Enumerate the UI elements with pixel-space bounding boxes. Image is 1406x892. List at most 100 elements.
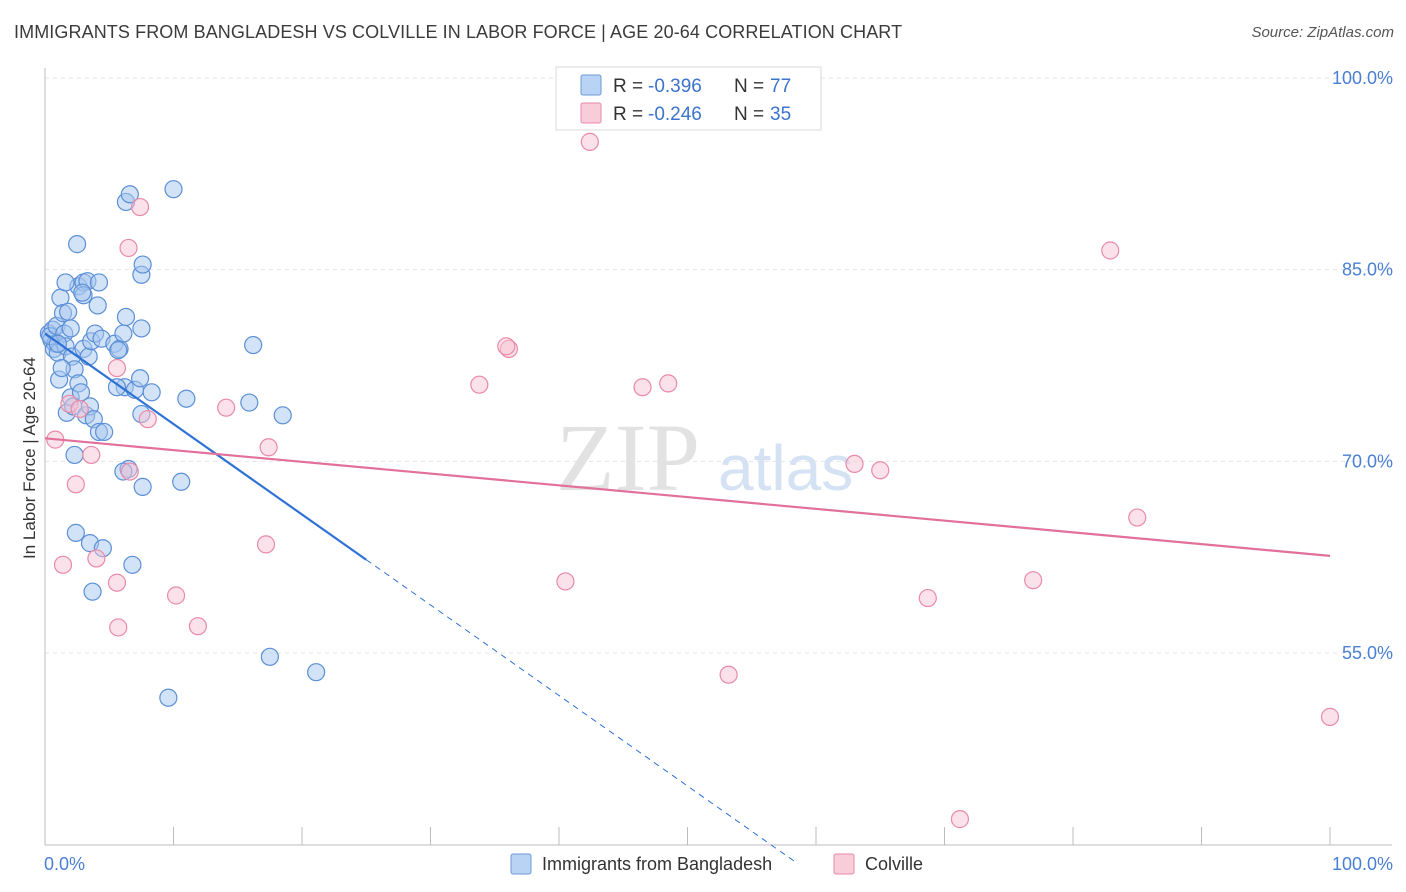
point-colville xyxy=(70,399,89,419)
legend-n-value-colville: 35 xyxy=(770,104,791,125)
watermark-atlas: atlas xyxy=(718,432,853,504)
bottom-legend-swatch-colville xyxy=(833,853,855,875)
point-colville xyxy=(217,398,236,417)
point-bangladesh xyxy=(89,273,109,292)
point-bangladesh xyxy=(66,523,85,542)
data-points xyxy=(39,132,1340,829)
point-bangladesh xyxy=(79,347,98,366)
point-bangladesh xyxy=(59,302,78,321)
y-tick-label: 85.0% xyxy=(1342,260,1393,280)
legend-swatch-colville xyxy=(580,102,602,124)
point-bangladesh xyxy=(56,273,75,292)
x-tick-label: 0.0% xyxy=(44,854,85,874)
legend-swatch-bangladesh xyxy=(580,74,602,96)
series-legend: Immigrants from Bangladesh Colville xyxy=(510,853,923,875)
legend-r-label-colville: R = xyxy=(613,104,643,125)
point-colville xyxy=(719,665,738,684)
point-colville xyxy=(107,573,127,592)
trend-lines xyxy=(44,332,1331,865)
point-bangladesh xyxy=(73,283,92,302)
point-colville xyxy=(1101,241,1120,260)
point-bangladesh xyxy=(88,296,107,315)
point-bangladesh xyxy=(132,319,151,338)
point-colville xyxy=(109,618,128,637)
tick-labels: 55.0% 70.0% 85.0% 100.0% 0.0% 100.0% xyxy=(44,68,1393,874)
point-bangladesh xyxy=(52,358,71,378)
point-bangladesh xyxy=(65,445,84,465)
point-bangladesh xyxy=(133,477,152,496)
point-bangladesh xyxy=(142,383,161,402)
point-bangladesh xyxy=(159,688,178,707)
chart-source: Source: ZipAtlas.com xyxy=(1251,24,1394,41)
point-colville xyxy=(950,810,970,829)
point-bangladesh xyxy=(107,378,127,397)
point-bangladesh xyxy=(95,422,114,442)
trend-line-bangladesh xyxy=(44,332,367,561)
point-colville xyxy=(497,337,516,356)
point-colville xyxy=(918,588,937,608)
point-bangladesh xyxy=(114,324,133,343)
point-colville xyxy=(1024,571,1043,590)
point-colville xyxy=(871,461,890,480)
point-colville xyxy=(580,132,599,151)
point-bangladesh xyxy=(109,341,128,360)
bottom-legend-label-bangladesh: Immigrants from Bangladesh xyxy=(542,854,772,874)
point-bangladesh xyxy=(273,406,292,425)
legend-r-label-bangladesh: R = xyxy=(613,76,643,97)
legend-n-label-colville: N = xyxy=(734,104,764,125)
y-axis-label: In Labor Force | Age 20-64 xyxy=(20,357,39,559)
point-colville xyxy=(845,454,864,473)
point-bangladesh xyxy=(133,255,152,274)
axes xyxy=(44,68,1392,846)
point-colville xyxy=(130,197,150,217)
point-colville xyxy=(1320,707,1340,726)
chart-title: IMMIGRANTS FROM BANGLADESH VS COLVILLE I… xyxy=(14,22,903,42)
point-bangladesh xyxy=(307,663,326,682)
bottom-legend-swatch-bangladesh xyxy=(510,853,532,875)
point-colville xyxy=(53,555,73,574)
point-colville xyxy=(87,549,106,568)
point-colville xyxy=(256,535,276,554)
point-colville xyxy=(120,462,139,481)
point-bangladesh xyxy=(120,185,139,204)
trend-line-colville xyxy=(44,437,1331,557)
trend-line-bangladesh-extension xyxy=(365,559,799,865)
bottom-legend-label-colville: Colville xyxy=(865,854,923,874)
y-tick-label: 55.0% xyxy=(1342,643,1393,663)
point-colville xyxy=(166,586,186,605)
legend-r-value-colville: -0.246 xyxy=(648,104,702,125)
point-colville xyxy=(556,572,575,591)
point-colville xyxy=(119,238,138,258)
point-colville xyxy=(470,375,489,394)
watermark: ZIP atlas xyxy=(556,404,853,511)
legend-n-label-bangladesh: N = xyxy=(734,76,764,97)
point-colville xyxy=(259,438,278,457)
point-colville xyxy=(82,445,101,465)
point-bangladesh xyxy=(172,472,191,491)
watermark-zip: ZIP xyxy=(556,404,700,511)
point-colville xyxy=(1128,508,1147,527)
point-colville xyxy=(138,410,157,429)
y-tick-label: 70.0% xyxy=(1342,451,1393,471)
y-tick-label: 100.0% xyxy=(1332,68,1393,88)
point-bangladesh xyxy=(83,582,102,601)
point-colville xyxy=(633,378,652,397)
x-tick-label: 100.0% xyxy=(1332,854,1393,874)
point-colville xyxy=(66,475,85,494)
point-colville xyxy=(107,358,127,378)
point-bangladesh xyxy=(123,555,142,574)
point-bangladesh xyxy=(177,389,196,408)
point-colville xyxy=(188,617,208,636)
point-bangladesh xyxy=(260,647,279,666)
legend-n-value-bangladesh: 77 xyxy=(770,76,791,97)
point-bangladesh xyxy=(61,319,80,338)
point-bangladesh xyxy=(116,307,136,327)
point-bangladesh xyxy=(164,180,183,199)
grid-lines xyxy=(45,77,1392,654)
point-bangladesh xyxy=(240,393,259,412)
point-bangladesh xyxy=(244,335,263,355)
point-bangladesh xyxy=(130,369,150,388)
legend-r-value-bangladesh: -0.396 xyxy=(648,76,702,97)
point-colville xyxy=(659,374,678,393)
